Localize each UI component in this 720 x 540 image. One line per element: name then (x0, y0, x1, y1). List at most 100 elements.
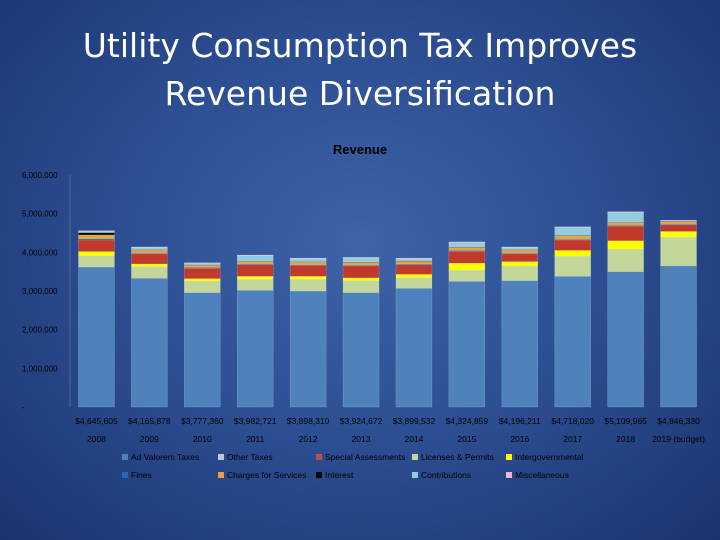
segment-intergovernmental (78, 251, 115, 257)
category-label: 2009 (140, 434, 159, 444)
category-label: 2011 (246, 434, 265, 444)
legend-label: Licenses & Permits (421, 452, 494, 462)
segment-licenses-permits (289, 278, 327, 292)
segment-intergovernmental (342, 277, 380, 281)
segment-ad-valorem-taxes (289, 290, 327, 408)
segment-contributions (237, 255, 274, 262)
category-label: 2016 (510, 434, 529, 444)
segment-intergovernmental (289, 276, 327, 280)
y-tick-label: 4,000,000 (22, 248, 58, 257)
segment-red-band (289, 265, 327, 277)
category-label: 2019 (budget) (652, 434, 705, 444)
y-tick-label: 3,000,000 (22, 287, 58, 296)
segment-orange-band (607, 222, 644, 226)
segment-intergovernmental (501, 261, 538, 267)
category-label: 2017 (563, 434, 582, 444)
segment-red-band (395, 264, 433, 275)
segment-ad-valorem-taxes (448, 281, 486, 408)
segment-ad-valorem-taxes (395, 288, 433, 408)
segment-contributions (131, 247, 168, 250)
total-label: $4,165,878 (128, 416, 171, 426)
segment-contributions (395, 258, 433, 262)
category-label: 2018 (616, 434, 635, 444)
segment-miscellaneous (448, 241, 486, 243)
category-label: 2010 (193, 434, 212, 444)
category-label: 2014 (404, 434, 423, 444)
total-label: $4,846,330 (657, 416, 700, 426)
category-label: 2013 (352, 434, 371, 444)
segment-intergovernmental (237, 276, 274, 280)
total-label: $3,924,672 (340, 416, 383, 426)
y-tick-label: 1,000,000 (22, 364, 58, 373)
segment-orange-band (501, 249, 538, 254)
legend-swatch (506, 454, 512, 460)
y-tick-label: 2,000,000 (22, 326, 58, 335)
segment-intergovernmental (131, 263, 168, 267)
segment-contributions (501, 247, 538, 250)
segment-red-band (554, 239, 591, 251)
segment-intergovernmental (395, 274, 433, 278)
segment-licenses-permits (660, 237, 697, 267)
legend-swatch (218, 472, 224, 478)
legend-swatch (412, 472, 418, 478)
segment-ad-valorem-taxes (554, 276, 591, 408)
segment-miscellaneous (607, 211, 644, 213)
segment-licenses-permits (131, 266, 168, 279)
segment-licenses-permits (607, 249, 644, 272)
total-label: $5,109,965 (604, 416, 647, 426)
segment-miscellaneous (395, 257, 433, 259)
segment-orange-band (342, 262, 380, 266)
revenue-chart: - 1,000,000 2,000,000 3,000,000 4,000,000 5,0… (22, 171, 705, 444)
legend-swatch (122, 472, 128, 478)
segment-licenses-permits (237, 278, 274, 291)
segment-orange-band (660, 221, 697, 225)
segment-red-band (78, 239, 115, 252)
total-label: $3,898,310 (287, 416, 330, 426)
segment-red-band (131, 253, 168, 265)
segment-licenses-permits (448, 269, 486, 282)
total-label: $3,982,721 (234, 416, 277, 426)
segment-ad-valorem-taxes (131, 278, 168, 408)
category-label: 2015 (457, 434, 476, 444)
segment-licenses-permits (395, 277, 433, 289)
total-label: $4,645,605 (75, 416, 118, 426)
legend-label: Contributions (421, 470, 471, 480)
segment-orange-band (554, 235, 591, 240)
legend-label: Charges for Services (227, 470, 306, 480)
total-label: $4,196,211 (499, 416, 541, 426)
legend-swatch (316, 472, 322, 478)
category-label: 2008 (87, 434, 106, 444)
segment-red-band (237, 264, 274, 277)
chart-title: Revenue (332, 142, 388, 157)
segment-miscellaneous (342, 257, 380, 259)
segment-ad-valorem-taxes (660, 265, 697, 408)
segment-contributions (448, 242, 486, 248)
segment-interest (78, 232, 115, 236)
category-label: 2012 (299, 434, 318, 444)
segment-ad-valorem-taxes (237, 290, 274, 408)
segment-intergovernmental (448, 262, 486, 271)
segment-red-band (660, 224, 697, 232)
total-label: $3,899,532 (393, 416, 436, 426)
chart-legend: Ad Valorem Taxes Other Taxes Special Asses… (122, 452, 584, 480)
segment-contributions (554, 226, 591, 236)
legend-swatch (506, 472, 512, 478)
legend-swatch (412, 454, 418, 460)
segment-orange-band (184, 264, 221, 268)
segment-licenses-permits (501, 265, 538, 281)
y-tick-label: 5,000,000 (22, 210, 58, 219)
segment-ad-valorem-taxes (607, 271, 644, 408)
segment-red-band (607, 225, 644, 241)
segment-contributions (607, 211, 644, 223)
legend-label: Miscellaneous (515, 470, 569, 480)
segment-miscellaneous (660, 220, 697, 221)
legend-swatch (316, 454, 322, 460)
y-tick-label: 6,000,000 (22, 171, 58, 180)
segment-licenses-permits (554, 255, 591, 277)
segment-orange-band (395, 261, 433, 265)
segment-interest (289, 261, 327, 263)
slide-title-line-1: Utility Consumption Tax Improves (82, 26, 638, 65)
legend-label: Fines (131, 470, 152, 480)
segment-red-band (184, 267, 221, 279)
segment-ad-valorem-taxes (78, 266, 115, 408)
